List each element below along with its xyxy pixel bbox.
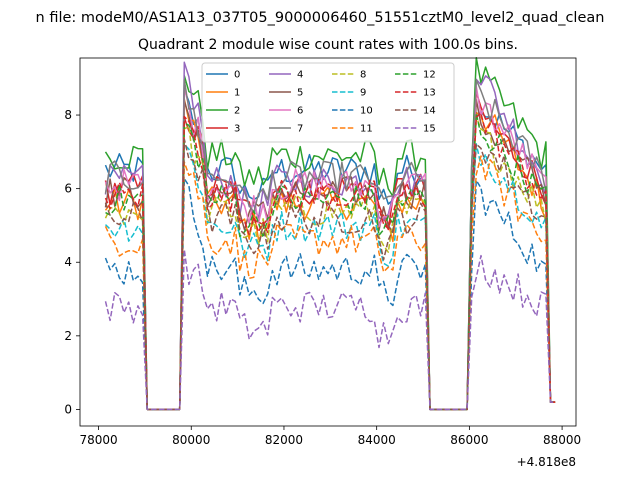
legend-label: 7: [297, 124, 303, 135]
x-tick-label: 88000: [543, 433, 581, 447]
plot-frame: [79, 57, 577, 427]
x-offset-label: +4.818e8: [517, 455, 576, 469]
legend-label: 10: [360, 106, 373, 117]
legend-label: 11: [360, 124, 373, 135]
x-axis: 78000 80000 82000 84000 86000 88000: [79, 426, 581, 447]
legend-label: 13: [423, 88, 436, 99]
figure-suptitle: n file: modeM0/AS1A13_037T05_9000006460_…: [36, 10, 605, 26]
legend-frame: [201, 62, 455, 143]
x-tick-label: 86000: [450, 433, 488, 447]
legend-label: 2: [234, 106, 240, 117]
legend-label: 0: [234, 70, 240, 81]
x-tick-label: 84000: [358, 433, 396, 447]
legend-label: 3: [234, 124, 240, 135]
legend-label: 1: [234, 88, 240, 99]
y-tick-label: 6: [64, 182, 72, 196]
y-tick-label: 2: [64, 329, 72, 343]
legend-label: 4: [297, 70, 303, 81]
legend-label: 8: [360, 70, 366, 81]
y-axis: 0 2 4 6 8: [64, 108, 80, 416]
series-line-9: [104, 143, 556, 411]
legend-label: 9: [360, 88, 366, 99]
legend-label: 5: [297, 88, 303, 99]
chart-title: Quadrant 2 module wise count rates with …: [138, 37, 518, 53]
series-line-15: [104, 248, 556, 411]
x-tick-label: 78000: [79, 433, 117, 447]
series-layer: [104, 56, 556, 411]
x-tick-label: 82000: [265, 433, 303, 447]
legend-label: 6: [297, 106, 303, 117]
legend-label: 14: [423, 106, 436, 117]
legend-label: 12: [423, 70, 436, 81]
x-tick-label: 80000: [172, 433, 210, 447]
y-tick-label: 4: [64, 255, 72, 269]
y-tick-label: 8: [64, 108, 72, 122]
legend-label: 15: [423, 124, 436, 135]
series-line-14: [104, 138, 556, 411]
y-tick-label: 0: [64, 402, 72, 416]
